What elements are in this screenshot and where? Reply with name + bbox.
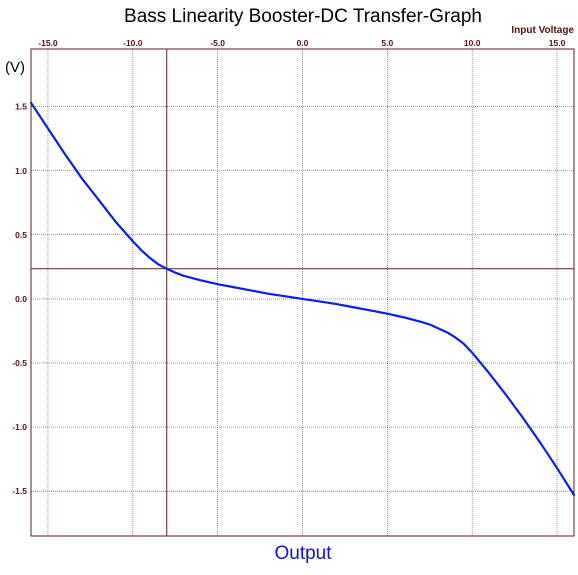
y-tick-label: -1.5 [12, 486, 27, 496]
data-point [556, 467, 558, 469]
y-tick-label: -1.0 [12, 422, 27, 432]
data-point [217, 283, 219, 285]
y-tick-label: 0.5 [15, 230, 27, 240]
data-point [268, 293, 270, 295]
data-point [539, 442, 541, 444]
x-axis-label: Input Voltage [511, 25, 574, 36]
x-tick-label: 0.0 [297, 38, 309, 48]
x-tick-label: -5.0 [210, 38, 225, 48]
y-tick-label: 0.0 [15, 294, 27, 304]
data-point [370, 310, 372, 312]
data-point [47, 128, 49, 130]
data-point [353, 306, 355, 308]
tick-labels: -15.0 -10.0 -5.0 0.0 5.0 10.0 15.0 1.5 1.0 0.5 0.0… [12, 38, 565, 496]
data-point [404, 317, 406, 319]
cursor-crosshair [31, 49, 574, 536]
data-point [132, 240, 134, 242]
data-point [285, 296, 287, 298]
x-tick-label: -15.0 [38, 38, 58, 48]
data-point [251, 290, 253, 292]
y-tick-label: -0.5 [12, 358, 27, 368]
data-point [115, 221, 117, 223]
y-axis-label: (V) [5, 59, 25, 76]
data-point [140, 249, 142, 251]
data-point [234, 287, 236, 289]
data-point [166, 268, 168, 270]
data-point [522, 417, 524, 419]
plot-frame [30, 48, 575, 537]
data-point [174, 272, 176, 274]
grid-lines [31, 49, 574, 536]
x-tick-label: 5.0 [381, 38, 393, 48]
data-point [64, 153, 66, 155]
data-point [463, 343, 465, 345]
data-point [505, 394, 507, 396]
data-point [387, 313, 389, 315]
data-point [200, 280, 202, 282]
output-label: Output [274, 543, 332, 564]
data-point [336, 303, 338, 305]
data-point [183, 275, 185, 277]
x-tick-label: -10.0 [123, 38, 143, 48]
series-layer [29, 101, 576, 497]
y-tick-label: 1.5 [15, 102, 27, 112]
x-tick-label: 10.0 [464, 38, 481, 48]
data-point [81, 178, 83, 180]
series-line-0 [29, 101, 576, 497]
data-point [446, 331, 448, 333]
data-point [302, 298, 304, 300]
data-point [437, 328, 439, 330]
data-point [471, 352, 473, 354]
data-point [98, 199, 100, 201]
data-point [157, 264, 159, 266]
data-point [429, 324, 431, 326]
data-point [149, 257, 151, 259]
chart-title: Bass Linearity Booster-DC Transfer-Graph [124, 6, 482, 27]
data-point [319, 301, 321, 303]
y-tick-label: 1.0 [15, 166, 27, 176]
data-point [488, 372, 490, 374]
data-point [454, 337, 456, 339]
data-point [420, 321, 422, 323]
x-tick-label: 15.0 [549, 38, 566, 48]
